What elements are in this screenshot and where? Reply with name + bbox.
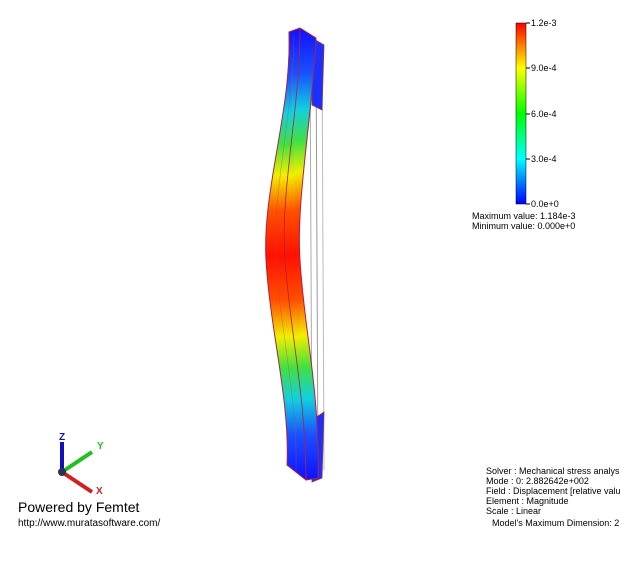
web-edge xyxy=(321,47,325,471)
y-axis xyxy=(60,450,94,474)
colorbar-label: 3.0e-4 xyxy=(531,154,557,164)
colorbar xyxy=(515,22,527,205)
info-line: Element : Magnitude xyxy=(486,496,569,506)
beam-model xyxy=(265,27,325,483)
flange-edge xyxy=(283,27,307,481)
brand-url: http://www.muratasoftware.com/ xyxy=(18,518,160,529)
info-line: Solver : Mechanical stress analysis xyxy=(486,466,620,476)
brand-title: Powered by Femtet xyxy=(18,499,139,515)
colorbar-ticks xyxy=(526,22,530,205)
triad-origin xyxy=(58,468,66,476)
axis-triad: Z Y X xyxy=(58,432,104,497)
min-value: Minimum value: 0.000e+0 xyxy=(472,221,575,231)
beam-flange-face xyxy=(265,31,307,481)
colorbar-label: 6.0e-4 xyxy=(531,109,557,119)
colorbar-label: 9.0e-4 xyxy=(531,63,557,73)
web-edge xyxy=(315,47,319,471)
colorbar-label: 1.2e-3 xyxy=(531,18,557,28)
z-label: Z xyxy=(59,432,65,443)
info-line: Scale : Linear xyxy=(486,506,541,516)
model-dimension: Model's Maximum Dimension: 2 m xyxy=(492,518,620,528)
colorbar-label: 0.0e+0 xyxy=(531,199,559,209)
flange-edge xyxy=(275,33,297,473)
x-axis xyxy=(60,470,94,494)
x-label: X xyxy=(96,486,103,497)
y-label: Y xyxy=(97,441,104,452)
info-line: Field : Displacement [relative value] xyxy=(486,486,620,496)
max-value: Maximum value: 1.184e-3 xyxy=(472,211,576,221)
info-line: Mode : 0: 2.882642e+002 xyxy=(486,476,589,486)
